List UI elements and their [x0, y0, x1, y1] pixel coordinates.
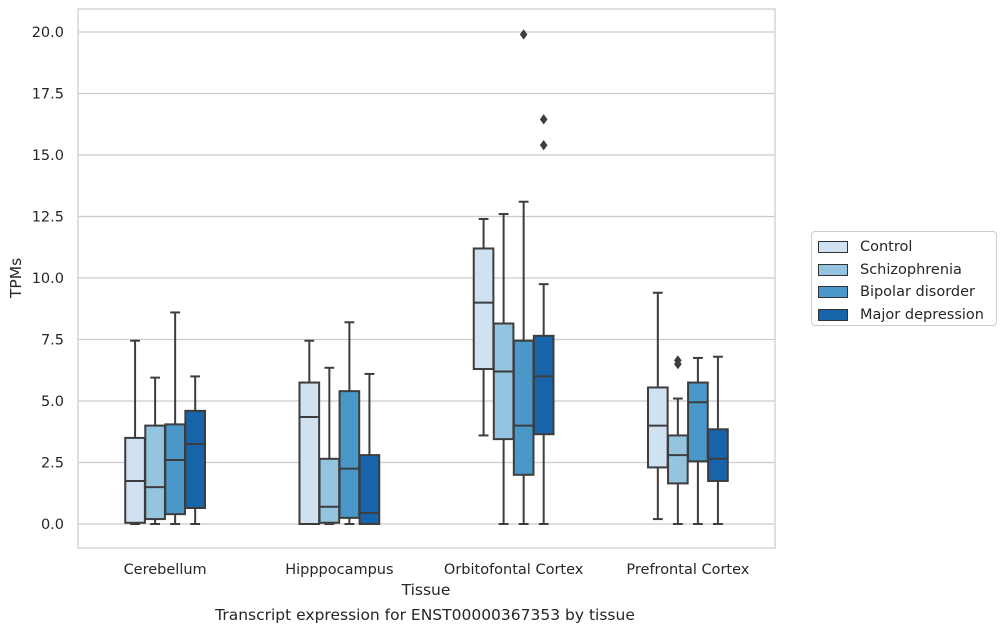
box-3-2 — [338, 321, 361, 525]
y-tick-label: 20.0 — [32, 25, 64, 41]
plot-area-frame — [77, 8, 776, 549]
x-tick-label: Prefrontal Cortex — [626, 562, 749, 578]
legend-item-bipolar-disorder: Bipolar disorder — [818, 281, 996, 304]
y-tick-label: 12.5 — [32, 210, 64, 226]
box-3-4 — [687, 356, 709, 525]
legend-label-bipolar-disorder: Bipolar disorder — [860, 284, 975, 301]
legend-item-major-depression: Major depression — [818, 304, 996, 327]
y-tick-label: 2.5 — [41, 456, 64, 472]
box-2-2 — [318, 366, 341, 525]
outlier-point — [539, 114, 548, 125]
y-tick-label: 10.0 — [32, 271, 64, 287]
x-tick-labels: Cerebellum Hipppocampus Orbitofontal Corte… — [124, 562, 750, 578]
box-3-1 — [164, 311, 186, 525]
box-2-1 — [144, 376, 166, 525]
box-iqr — [318, 457, 341, 524]
box-4-3 — [532, 114, 555, 525]
outlier-point — [519, 29, 528, 40]
legend-item-schizophrenia: Schizophrenia — [818, 259, 996, 282]
legend-swatch-major-depression — [818, 308, 848, 321]
box-1-2 — [298, 339, 321, 525]
legend-label-control: Control — [860, 239, 913, 256]
x-axis-label: Tissue — [401, 581, 451, 599]
box-iqr — [667, 434, 689, 485]
legend-swatch-control — [818, 241, 848, 254]
box-iqr — [492, 322, 515, 441]
box-iqr — [512, 339, 535, 476]
y-axis-label: TPMs — [7, 258, 25, 299]
box-4-2 — [358, 372, 381, 525]
box-iqr — [646, 386, 669, 469]
box-4-4 — [707, 355, 729, 525]
y-tick-label: 5.0 — [41, 394, 64, 410]
y-tick-label: 0.0 — [41, 517, 64, 533]
legend-label-major-depression: Major depression — [860, 306, 984, 323]
box-3-3 — [512, 29, 535, 525]
y-tick-label: 17.5 — [32, 87, 64, 103]
box-iqr — [687, 381, 709, 463]
box-1-3 — [472, 217, 495, 437]
box-iqr — [184, 409, 207, 510]
x-tick-label: Orbitofontal Cortex — [444, 562, 584, 578]
legend-item-control: Control — [818, 236, 996, 259]
box-1-4 — [646, 291, 669, 521]
box-iqr — [144, 424, 166, 521]
box-iqr — [164, 423, 186, 516]
x-tick-label: Cerebellum — [124, 562, 207, 578]
box-4-1 — [184, 375, 207, 525]
outlier-point — [539, 139, 548, 151]
chart-caption: Transcript expression for ENST0000036735… — [215, 606, 635, 624]
box-iqr — [358, 454, 381, 525]
y-tick-label: 7.5 — [41, 333, 64, 349]
legend: Control Schizophrenia Bipolar disorder M… — [811, 231, 997, 326]
legend-swatch-schizophrenia — [818, 263, 848, 276]
box-1-1 — [124, 339, 146, 525]
box-2-3 — [492, 213, 515, 525]
box-iqr — [707, 428, 729, 482]
box-iqr — [298, 381, 321, 525]
legend-swatch-bipolar-disorder — [818, 286, 848, 299]
box-iqr — [472, 247, 495, 371]
legend-label-schizophrenia: Schizophrenia — [860, 261, 962, 278]
box-iqr — [532, 334, 555, 436]
outlier-point — [674, 355, 682, 366]
box-2-4 — [667, 355, 689, 525]
box-iqr — [338, 390, 361, 519]
boxes — [124, 29, 729, 525]
y-tick-label: 15.0 — [32, 148, 64, 164]
x-tick-label: Hipppocampus — [285, 562, 393, 578]
y-tick-labels: 0.0 2.5 5.0 7.5 10.0 12.5 15.0 17.5 20.0 — [32, 25, 64, 533]
